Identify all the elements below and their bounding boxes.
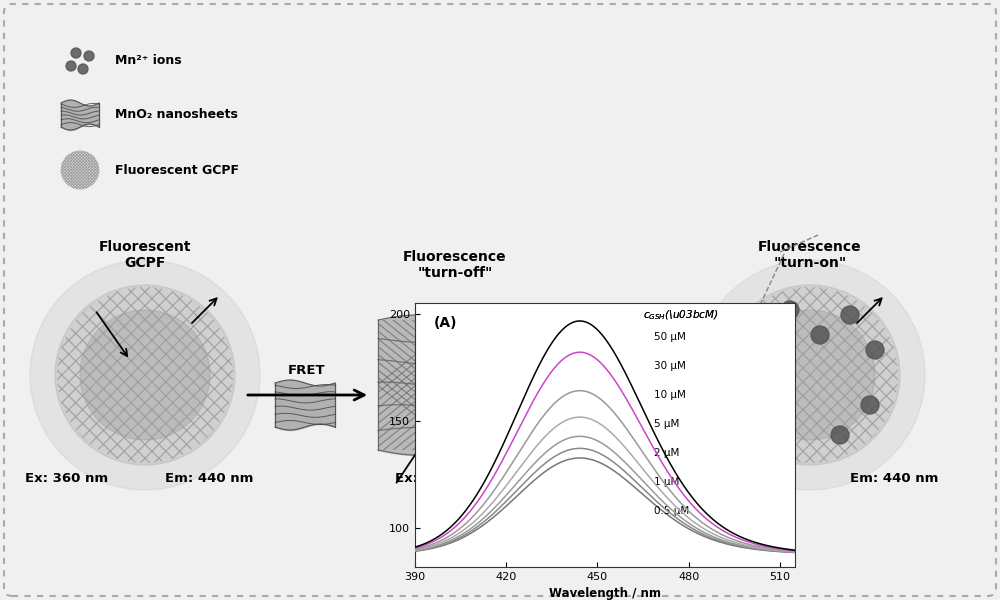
Text: 0.5 μM: 0.5 μM [654,506,690,516]
Text: Fluorescent
GCPF: Fluorescent GCPF [99,240,191,270]
Text: FRET: FRET [288,364,326,377]
Circle shape [695,260,925,490]
Circle shape [831,426,849,444]
Text: Fluorescent GCPF: Fluorescent GCPF [115,163,239,176]
Text: 10 μM: 10 μM [654,390,686,400]
Text: Em: 440 nm: Em: 440 nm [850,472,938,485]
Circle shape [30,260,260,490]
Circle shape [866,341,884,359]
Circle shape [811,326,829,344]
Bar [378,320,533,450]
Circle shape [741,401,759,419]
Circle shape [55,285,235,465]
Circle shape [861,396,879,414]
Circle shape [78,64,88,74]
Text: $c_{GSH}$(\u03bcM): $c_{GSH}$(\u03bcM) [643,308,718,322]
Circle shape [781,301,799,319]
Text: GSH: GSH [602,364,634,377]
Text: $c_{GSH}$(\u03bcM): $c_{GSH}$(\u03bcM) [643,308,718,322]
Circle shape [71,48,81,58]
Circle shape [84,51,94,61]
Text: MnO₂ nanosheets: MnO₂ nanosheets [115,109,238,121]
Text: 5 μM: 5 μM [654,419,680,429]
Circle shape [66,61,76,71]
X-axis label: Wavelength / nm: Wavelength / nm [549,587,661,600]
Text: Fluorescence
"turn-off": Fluorescence "turn-off" [403,250,507,280]
Circle shape [745,310,875,440]
Text: Em: 440 nm: Em: 440 nm [165,472,253,485]
Text: 2 μM: 2 μM [654,448,680,458]
Text: +: + [473,471,497,499]
FancyBboxPatch shape [4,4,996,596]
Text: Ex: 360 nm: Ex: 360 nm [25,472,108,485]
Circle shape [80,310,210,440]
Circle shape [746,316,764,334]
Circle shape [720,285,900,465]
Circle shape [766,426,784,444]
Text: 1 μM: 1 μM [654,477,680,487]
Text: Mn²⁺ ions: Mn²⁺ ions [115,53,182,67]
Text: Ex: 360 nm: Ex: 360 nm [395,472,478,485]
Text: 30 μM: 30 μM [654,361,686,371]
Circle shape [841,306,859,324]
Text: 50 μM: 50 μM [654,332,686,342]
Text: Ex: 360 nm: Ex: 360 nm [690,472,773,485]
Text: (A): (A) [434,316,458,330]
Text: Fluorescence
"turn-on": Fluorescence "turn-on" [758,240,862,270]
